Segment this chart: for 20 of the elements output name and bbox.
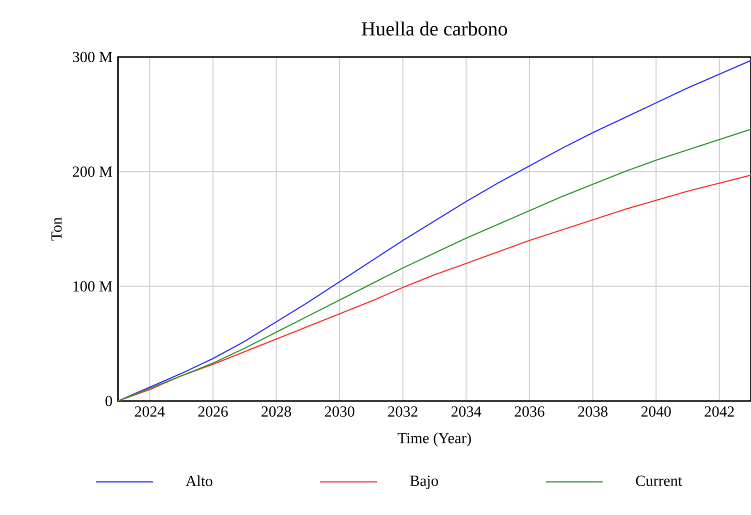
y-tick-label: 200 M bbox=[72, 166, 112, 177]
x-tick-label: 2030 bbox=[324, 406, 354, 417]
x-tick-label: 2026 bbox=[198, 406, 228, 417]
legend-label: Current bbox=[636, 476, 682, 486]
x-tick-label: 2042 bbox=[704, 406, 734, 417]
x-tick-label: 2038 bbox=[578, 406, 608, 417]
x-tick-label: 2028 bbox=[262, 406, 292, 417]
x-tick-label: 2024 bbox=[134, 406, 165, 417]
y-tick-label: 0 bbox=[106, 396, 112, 406]
x-tick-label: 2036 bbox=[514, 406, 544, 417]
y-tick-label: 100 M bbox=[73, 281, 112, 292]
x-tick-label: 2034 bbox=[451, 406, 482, 417]
x-tick-label: 2040 bbox=[641, 406, 671, 417]
legend-label: Alto bbox=[186, 475, 212, 486]
y-axis-title: Ton bbox=[51, 217, 62, 241]
x-axis-title: Time (Year) bbox=[398, 432, 471, 446]
x-tick-label: 2032 bbox=[388, 406, 418, 417]
y-tick-label: 300 M bbox=[72, 52, 112, 62]
legend-label: Bajo bbox=[410, 476, 438, 490]
chart-title: Huella de carbono bbox=[362, 22, 508, 36]
